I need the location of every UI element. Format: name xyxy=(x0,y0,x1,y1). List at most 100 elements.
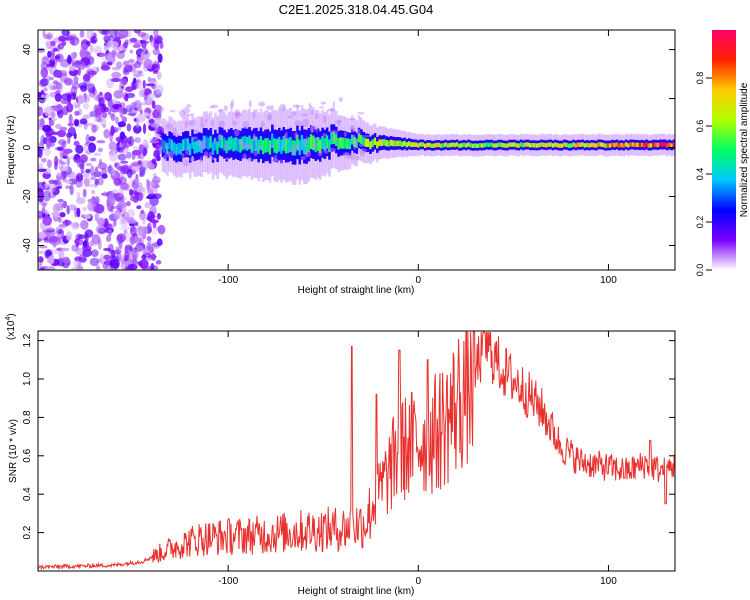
noise-blob xyxy=(38,250,46,254)
noise-blob xyxy=(85,168,91,174)
noise-blob xyxy=(84,214,92,219)
noise-blob xyxy=(99,158,103,165)
noise-blob xyxy=(148,118,155,124)
band-core xyxy=(321,135,324,150)
y-tick-label: 0.2 xyxy=(22,525,33,539)
noise-blob xyxy=(115,246,120,255)
faint-patch xyxy=(294,120,302,127)
band-core xyxy=(373,137,377,145)
noise-blob xyxy=(87,83,96,94)
faint-patch xyxy=(332,101,335,109)
band-core xyxy=(538,143,541,148)
noise-blob xyxy=(108,151,118,162)
noise-blob xyxy=(107,108,112,116)
noise-blob xyxy=(103,254,112,260)
noise-blob xyxy=(120,182,129,191)
noise-blob xyxy=(77,174,83,181)
noise-blob xyxy=(69,184,74,196)
band-core xyxy=(419,142,422,147)
noise-blob xyxy=(107,167,115,174)
y-tick-label: 1.2 xyxy=(22,333,33,347)
noise-blob xyxy=(121,213,125,217)
noise-blob xyxy=(82,175,92,185)
noise-blob xyxy=(60,203,64,209)
band-core xyxy=(385,140,388,147)
noise-blob xyxy=(42,30,46,37)
faint-patch xyxy=(242,153,247,160)
faint-patch xyxy=(323,150,329,154)
band-core xyxy=(522,143,525,148)
noise-blob xyxy=(97,147,103,153)
noise-blob xyxy=(134,73,145,77)
band-core xyxy=(627,143,630,148)
noise-blob xyxy=(146,242,151,250)
noise-blob xyxy=(134,137,141,143)
spectrogram-frame xyxy=(37,29,676,271)
noise-blob xyxy=(100,253,104,262)
faint-patch xyxy=(211,104,219,109)
noise-blob xyxy=(140,225,149,235)
noise-blob xyxy=(54,55,61,60)
noise-blob xyxy=(156,238,163,246)
noise-blob xyxy=(39,267,46,270)
faint-patch xyxy=(182,160,190,167)
noise-blob xyxy=(60,93,71,101)
noise-blob xyxy=(71,40,75,45)
noise-blob xyxy=(66,31,71,37)
band-core xyxy=(640,142,644,147)
band-core xyxy=(389,139,393,146)
noise-blob xyxy=(115,251,122,262)
faint-patch xyxy=(349,153,356,160)
faint-patch xyxy=(300,156,306,161)
faint-patch xyxy=(223,105,228,112)
noise-blob xyxy=(87,70,97,76)
band-core xyxy=(424,143,427,148)
band-core xyxy=(469,143,473,148)
spectrogram-ticks: -100 0 100 -40 -20 0 20 40 xyxy=(22,30,675,286)
noise-blob xyxy=(88,142,97,153)
band-core xyxy=(661,142,664,147)
band-core xyxy=(252,136,256,151)
band-core xyxy=(348,139,352,150)
noise-blob xyxy=(39,117,45,127)
band-core xyxy=(360,134,363,144)
noise-blob xyxy=(48,83,54,91)
noise-blob xyxy=(107,61,113,66)
noise-blob xyxy=(72,222,80,228)
noise-blob xyxy=(82,114,91,120)
faint-patch xyxy=(252,135,256,141)
noise-blob xyxy=(120,160,129,164)
noise-blob xyxy=(94,213,100,220)
noise-blob xyxy=(68,204,77,211)
noise-blob xyxy=(52,47,58,52)
y-tick-label: 20 xyxy=(22,93,33,105)
noise-blob xyxy=(97,177,104,186)
noise-blob xyxy=(131,248,139,260)
band-core xyxy=(656,142,660,148)
noise-blob xyxy=(152,265,159,270)
colorbar-tick-label: 0.4 xyxy=(695,168,705,181)
faint-patch xyxy=(235,113,243,116)
noise-blob xyxy=(100,64,111,71)
noise-blob xyxy=(93,171,102,178)
band-core xyxy=(435,142,438,148)
noise-blob xyxy=(58,249,65,260)
noise-blob xyxy=(40,78,49,87)
snr-multiplier-base: (x104) xyxy=(5,313,17,340)
faint-patch xyxy=(260,120,265,128)
noise-blob xyxy=(103,191,107,197)
noise-blob xyxy=(129,226,137,237)
noise-blob xyxy=(126,123,132,132)
faint-patch xyxy=(191,156,195,161)
noise-blob xyxy=(54,182,63,188)
band-core xyxy=(631,142,635,147)
band-core xyxy=(230,136,233,150)
noise-blob xyxy=(133,124,142,134)
noise-blob xyxy=(119,50,125,54)
band-core xyxy=(494,143,498,148)
faint-patch xyxy=(162,155,167,161)
noise-blob xyxy=(125,232,131,243)
noise-blob xyxy=(77,234,87,239)
noise-blob xyxy=(97,257,107,263)
noise-blob xyxy=(71,53,77,60)
